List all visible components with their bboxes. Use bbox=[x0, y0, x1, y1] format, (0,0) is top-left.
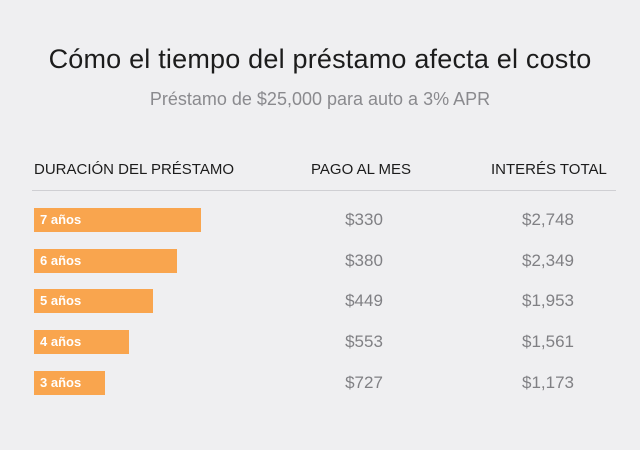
term-label: 5 años bbox=[40, 293, 82, 308]
term-label: 7 años bbox=[40, 212, 82, 227]
term-bar bbox=[34, 371, 105, 395]
term-bar bbox=[34, 289, 153, 313]
term-label: 3 años bbox=[40, 375, 82, 390]
header-divider bbox=[32, 190, 616, 191]
term-bar bbox=[34, 208, 201, 232]
header-duration: DURACIÓN DEL PRÉSTAMO bbox=[34, 161, 235, 178]
term-bar bbox=[34, 330, 129, 354]
table-row: 7 años $330 $2,748 bbox=[0, 208, 640, 232]
monthly-payment-value: $449 bbox=[345, 291, 383, 310]
term-label: 6 años bbox=[40, 253, 82, 268]
term-bar bbox=[34, 249, 177, 273]
total-interest-value: $1,953 bbox=[522, 291, 574, 310]
table-row: 5 años $449 $1,953 bbox=[0, 289, 640, 313]
chart-title: Cómo el tiempo del préstamo afecta el co… bbox=[48, 44, 592, 74]
total-interest-value: $2,349 bbox=[522, 251, 574, 270]
monthly-payment-value: $330 bbox=[345, 210, 383, 229]
term-label: 4 años bbox=[40, 334, 82, 349]
header-payment: PAGO AL MES bbox=[311, 161, 412, 178]
header-interest: INTERÉS TOTAL bbox=[491, 161, 607, 178]
total-interest-value: $1,561 bbox=[522, 332, 574, 351]
total-interest-value: $2,748 bbox=[522, 210, 574, 229]
chart-subtitle: Préstamo de $25,000 para auto a 3% APR bbox=[149, 89, 491, 109]
monthly-payment-value: $553 bbox=[345, 332, 383, 351]
monthly-payment-value: $380 bbox=[345, 251, 383, 270]
monthly-payment-value: $727 bbox=[345, 373, 383, 392]
total-interest-value: $1,173 bbox=[522, 373, 574, 392]
table-row: 4 años $553 $1,561 bbox=[0, 330, 640, 354]
table-row: 3 años $727 $1,173 bbox=[0, 371, 640, 395]
table-row: 6 años $380 $2,349 bbox=[0, 249, 640, 273]
